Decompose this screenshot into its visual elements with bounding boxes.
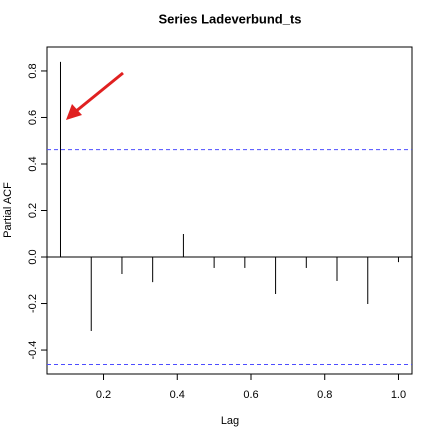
y-tick-label: -0.2: [27, 294, 39, 313]
plot-frame: [46, 46, 413, 375]
y-tick-label: 0.0: [27, 249, 39, 264]
x-tick-label: 0.2: [96, 389, 111, 401]
annotation-arrowhead: [66, 104, 82, 120]
x-tick-label: 0.4: [170, 389, 185, 401]
x-tick-label: 0.6: [243, 389, 258, 401]
y-axis-label: Partial ACF: [2, 182, 14, 238]
y-tick-label: -0.4: [27, 341, 39, 360]
x-tick-label: 0.8: [317, 389, 332, 401]
x-axis-label: Lag: [221, 415, 239, 427]
x-tick-label: 1.0: [391, 389, 406, 401]
annotation-arrow: [74, 71, 124, 114]
chart-title: Series Ladeverbund_ts: [158, 11, 301, 26]
y-tick-label: 0.8: [27, 63, 39, 78]
y-tick-label: 0.4: [27, 156, 39, 171]
y-tick-label: 0.6: [27, 110, 39, 125]
y-tick-label: 0.2: [27, 203, 39, 218]
